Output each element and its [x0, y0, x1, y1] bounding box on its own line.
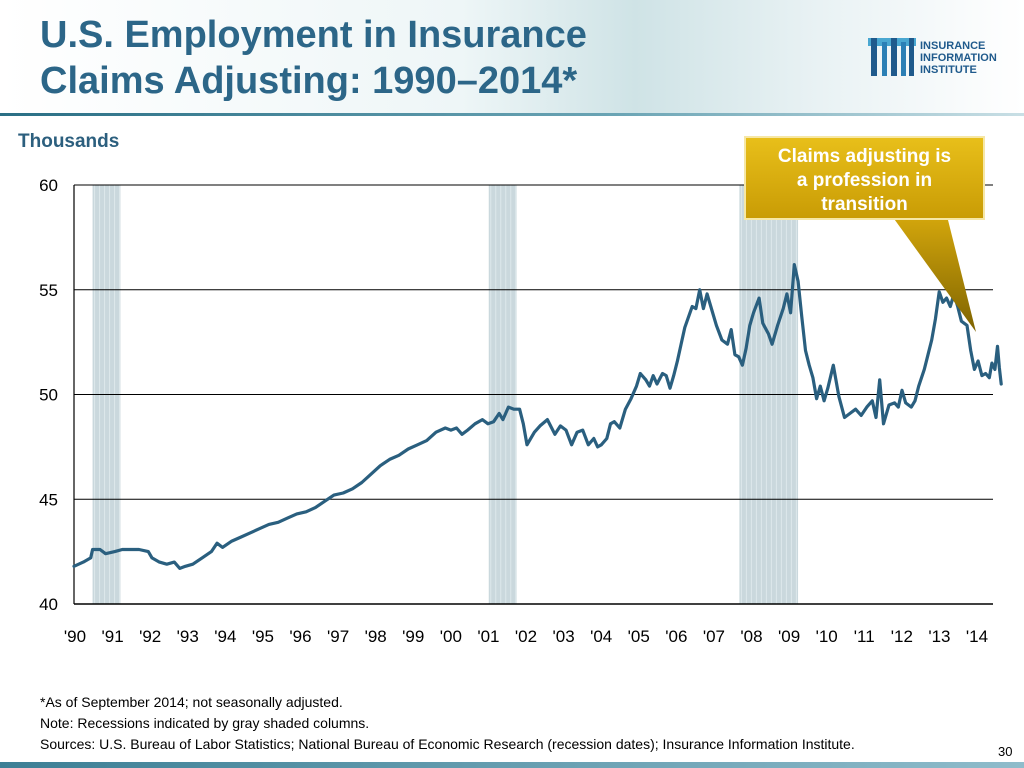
- x-tick-label: '04: [590, 627, 612, 646]
- header-divider: [0, 113, 1024, 116]
- x-tick-label: '94: [214, 627, 236, 646]
- logo-line-3: INSTITUTE: [920, 64, 977, 76]
- callout-line-3: transition: [821, 194, 908, 215]
- x-tick-label: '98: [365, 627, 387, 646]
- iii-logo-icon: [868, 38, 916, 76]
- x-tick-label: '99: [402, 627, 424, 646]
- callout-line-1: Claims adjusting is: [777, 146, 952, 167]
- title-line-2: Claims Adjusting: 1990–2014*: [40, 60, 578, 102]
- y-tick-label: 55: [39, 281, 58, 300]
- x-tick-label: '93: [177, 627, 199, 646]
- y-axis-label: Thousands: [18, 131, 120, 152]
- x-tick-label: '96: [289, 627, 311, 646]
- x-tick-label: '01: [477, 627, 499, 646]
- slide-title: U.S. Employment in Insurance Claims Adju…: [40, 12, 587, 104]
- x-tick-label: '00: [440, 627, 462, 646]
- logo-line-2: INFORMATION: [920, 52, 997, 64]
- x-tick-label: '03: [553, 627, 575, 646]
- x-tick-label: '08: [740, 627, 762, 646]
- page-number: 30: [998, 744, 1013, 759]
- y-tick-label: 40: [39, 595, 58, 614]
- x-tick-label: '95: [252, 627, 274, 646]
- x-tick-label: '07: [703, 627, 725, 646]
- x-tick-label: '11: [854, 627, 875, 646]
- footnote-note: Note: Recessions indicated by gray shade…: [40, 715, 370, 731]
- x-tick-label: '13: [928, 627, 950, 646]
- callout-line-2: a profession in: [796, 170, 933, 191]
- x-tick-label: '90: [64, 627, 86, 646]
- x-tick-label: '14: [966, 627, 988, 646]
- y-tick-label: 50: [39, 386, 58, 405]
- x-tick-label: '97: [327, 627, 349, 646]
- series-line: [72, 263, 1003, 570]
- footnote-asterisk: *As of September 2014; not seasonally ad…: [40, 694, 343, 710]
- x-tick-label: '91: [102, 627, 124, 646]
- callout-pointer: [892, 216, 976, 332]
- x-tick-label: '05: [628, 627, 650, 646]
- x-tick-label: '06: [665, 627, 687, 646]
- slide-header: [0, 0, 1024, 114]
- x-tick-label: '02: [515, 627, 537, 646]
- footer-bar: [0, 762, 1024, 768]
- x-tick-label: '10: [816, 627, 838, 646]
- y-tick-label: 60: [39, 176, 58, 195]
- y-tick-label: 45: [39, 490, 58, 509]
- iii-logo: INSURANCE INFORMATION INSTITUTE: [868, 38, 1018, 82]
- footnote-sources: Sources: U.S. Bureau of Labor Statistics…: [40, 736, 855, 752]
- callout: Claims adjusting is a profession in tran…: [744, 136, 989, 336]
- employment-line-chart: 40 45 50 55 60 '90 '91 '92 '93 '94 '95 '96 '97 '98 '99…: [39, 176, 1003, 646]
- x-tick-label: '12: [891, 627, 913, 646]
- logo-line-1: INSURANCE: [920, 40, 986, 52]
- callout-box: Claims adjusting is a profession in tran…: [744, 136, 985, 220]
- x-tick-label: '09: [778, 627, 800, 646]
- x-tick-label: '92: [139, 627, 161, 646]
- title-line-1: U.S. Employment in Insurance: [40, 14, 587, 56]
- iii-logo-text: INSURANCE INFORMATION INSTITUTE: [920, 40, 997, 76]
